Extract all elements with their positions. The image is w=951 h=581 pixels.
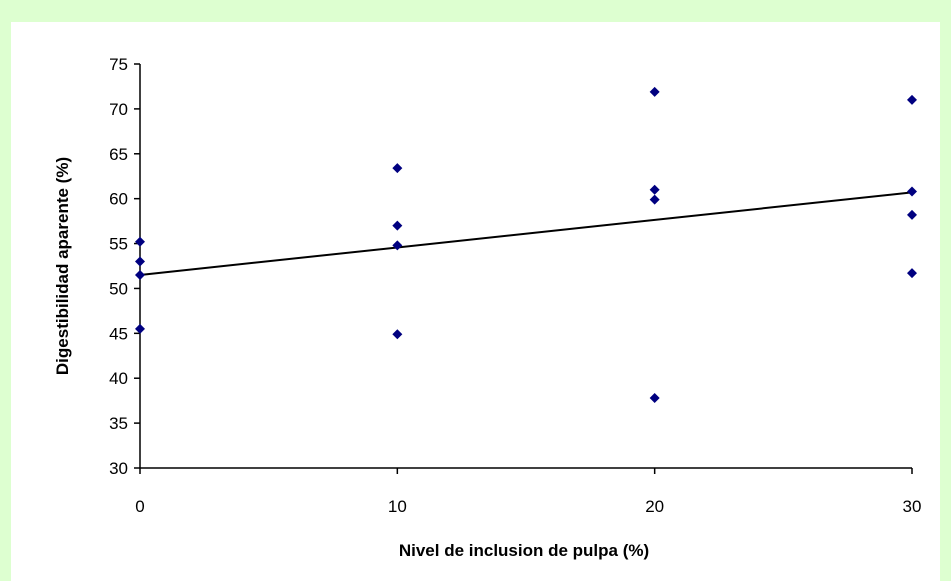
y-tick-label: 45 [109,324,128,343]
data-point [392,163,403,174]
data-point [392,220,403,231]
y-tick-label: 75 [109,55,128,74]
data-point [907,94,917,105]
trend-line [139,191,913,276]
y-tick-label: 50 [109,279,128,298]
data-point [649,86,660,97]
data-point [135,256,145,267]
y-tick-label: 60 [109,190,128,209]
data-point [135,323,145,334]
axes [139,64,912,469]
data-point [907,209,917,220]
y-tick-label: 55 [109,235,128,254]
data-point [392,240,403,251]
data-point [907,186,917,197]
y-ticks: 30 35 40 45 50 55 60 65 70 75 [109,55,140,478]
x-tick-label: 20 [645,497,664,516]
data-point [649,392,660,403]
x-ticks: 0 10 20 30 [135,468,921,516]
data-points [135,86,917,403]
y-tick-label: 40 [109,369,128,388]
x-axis-title: Nivel de inclusion de pulpa (%) [399,541,649,560]
data-point [392,329,403,340]
y-tick-label: 70 [109,100,128,119]
x-tick-label: 0 [135,497,144,516]
data-point [135,236,145,247]
x-tick-label: 10 [388,497,407,516]
y-axis-title: Digestibilidad aparente (%) [53,157,72,375]
data-point [135,269,145,280]
y-tick-label: 30 [109,459,128,478]
data-point [649,194,660,205]
x-tick-label: 30 [903,497,922,516]
data-point [649,184,660,195]
data-point [907,268,917,279]
y-tick-label: 35 [109,414,128,433]
y-tick-label: 65 [109,145,128,164]
